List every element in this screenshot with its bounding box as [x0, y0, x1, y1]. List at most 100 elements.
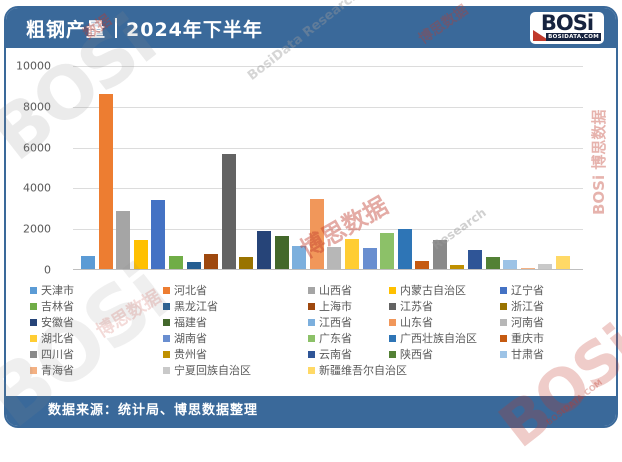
- bar-河北省: [98, 94, 113, 269]
- bosi-logo-wordmark: BOSi: [540, 11, 594, 35]
- legend-swatch: [30, 366, 37, 374]
- title-metric: 粗钢产量: [26, 18, 107, 41]
- gridline: [73, 188, 583, 190]
- legend-item-广东省: 广东省: [308, 330, 389, 346]
- legend-label: 广东省: [319, 332, 352, 345]
- legend-label: 甘肃省: [511, 348, 544, 361]
- bar-重庆市: [415, 260, 430, 269]
- y-tick-label: 0: [44, 263, 51, 277]
- legend-label: 浙江省: [511, 300, 544, 313]
- legend-swatch: [500, 302, 507, 310]
- bar-新疆维吾尔自治区: [556, 255, 571, 269]
- legend-item-贵州省: 贵州省: [163, 346, 308, 362]
- bar-湖南省: [362, 247, 377, 269]
- bar-吉林省: [168, 255, 183, 269]
- legend-swatch: [163, 334, 170, 342]
- plot-area: [73, 66, 583, 270]
- bar-江苏省: [221, 154, 236, 269]
- legend-swatch: [30, 334, 37, 342]
- title-divider: [115, 18, 118, 38]
- bar-上海市: [204, 253, 219, 269]
- legend-swatch: [308, 318, 315, 326]
- bar-福建省: [274, 235, 289, 269]
- bar-浙江省: [239, 256, 254, 269]
- legend-item-云南省: 云南省: [308, 346, 389, 362]
- legend-item-江西省: 江西省: [308, 314, 389, 330]
- legend-swatch: [308, 366, 315, 374]
- legend-label: 云南省: [319, 348, 352, 361]
- legend-item-四川省: 四川省: [30, 346, 163, 362]
- legend-label: 广西壮族自治区: [400, 332, 477, 345]
- legend-item-宁夏回族自治区: 宁夏回族自治区: [163, 362, 308, 378]
- legend-label: 湖北省: [41, 332, 74, 345]
- chart-legend: 天津市 河北省 山西省 内蒙古自治区 辽宁省 吉林省 黑龙江省 上海市 江苏省 浙江省 安徽省 福建省…: [30, 282, 598, 378]
- legend-label: 四川省: [41, 348, 74, 361]
- legend-item-新疆维吾尔自治区: 新疆维吾尔自治区: [308, 362, 407, 378]
- legend-label: 江苏省: [400, 300, 433, 313]
- legend-item-山西省: 山西省: [308, 282, 389, 298]
- bosi-logo: BOSi BOSIDATA.COM: [530, 12, 604, 44]
- legend-item-广西壮族自治区: 广西壮族自治区: [389, 330, 500, 346]
- legend-swatch: [308, 350, 315, 358]
- legend-label: 安徽省: [41, 316, 74, 329]
- legend-swatch: [389, 350, 396, 358]
- bar-辽宁省: [151, 199, 166, 269]
- legend-item-辽宁省: 辽宁省: [500, 282, 598, 298]
- legend-swatch: [30, 302, 37, 310]
- bar-广西壮族自治区: [397, 229, 412, 269]
- legend-swatch: [30, 350, 37, 358]
- legend-item-河北省: 河北省: [163, 282, 308, 298]
- legend-label: 陕西省: [400, 348, 433, 361]
- legend-swatch: [30, 318, 37, 326]
- legend-label: 贵州省: [174, 348, 207, 361]
- y-tick-label: 6000: [23, 141, 51, 155]
- legend-label: 山西省: [319, 284, 352, 297]
- bar-云南省: [468, 249, 483, 269]
- legend-item-甘肃省: 甘肃省: [500, 346, 598, 362]
- legend-label: 山东省: [400, 316, 433, 329]
- y-tick-label: 8000: [23, 100, 51, 114]
- legend-swatch: [389, 318, 396, 326]
- legend-item-上海市: 上海市: [308, 298, 389, 314]
- legend-item-湖北省: 湖北省: [30, 330, 163, 346]
- legend-label: 上海市: [319, 300, 352, 313]
- bar-山东省: [309, 198, 324, 269]
- bar-chart: 0 2000 4000 6000 8000 10000: [6, 56, 602, 277]
- bar-湖北省: [344, 238, 359, 269]
- legend-swatch: [389, 286, 396, 294]
- legend-item-山东省: 山东省: [389, 314, 500, 330]
- bar-黑龙江省: [186, 261, 201, 269]
- gridline: [73, 147, 583, 149]
- bar-贵州省: [450, 264, 465, 269]
- legend-label: 新疆维吾尔自治区: [319, 364, 407, 377]
- legend-item-湖南省: 湖南省: [163, 330, 308, 346]
- legend-label: 重庆市: [511, 332, 544, 345]
- bar-甘肃省: [503, 259, 518, 269]
- legend-label: 湖南省: [174, 332, 207, 345]
- legend-swatch: [308, 334, 315, 342]
- legend-item-黑龙江省: 黑龙江省: [163, 298, 308, 314]
- bar-青海省: [520, 268, 535, 269]
- legend-item-内蒙古自治区: 内蒙古自治区: [389, 282, 500, 298]
- gridline: [73, 229, 583, 231]
- legend-label: 青海省: [41, 364, 74, 377]
- bosi-logo-domain: BOSIDATA.COM: [546, 32, 601, 41]
- legend-item-江苏省: 江苏省: [389, 298, 500, 314]
- legend-label: 福建省: [174, 316, 207, 329]
- legend-label: 河北省: [174, 284, 207, 297]
- y-axis-ticks: 0 2000 4000 6000 8000 10000: [6, 60, 51, 277]
- legend-item-福建省: 福建省: [163, 314, 308, 330]
- bar-安徽省: [256, 231, 271, 269]
- legend-swatch: [308, 302, 315, 310]
- bars-group: [81, 66, 583, 269]
- legend-label: 内蒙古自治区: [400, 284, 466, 297]
- legend-swatch: [500, 334, 507, 342]
- legend-swatch: [500, 318, 507, 326]
- x-axis-line: [73, 269, 583, 270]
- legend-swatch: [163, 366, 170, 374]
- bar-天津市: [81, 255, 95, 269]
- legend-item-天津市: 天津市: [30, 282, 163, 298]
- legend-label: 宁夏回族自治区: [174, 364, 251, 377]
- header: 粗钢产量 2024年下半年 BOSi BOSIDATA.COM: [6, 8, 616, 48]
- bar-山西省: [116, 211, 131, 269]
